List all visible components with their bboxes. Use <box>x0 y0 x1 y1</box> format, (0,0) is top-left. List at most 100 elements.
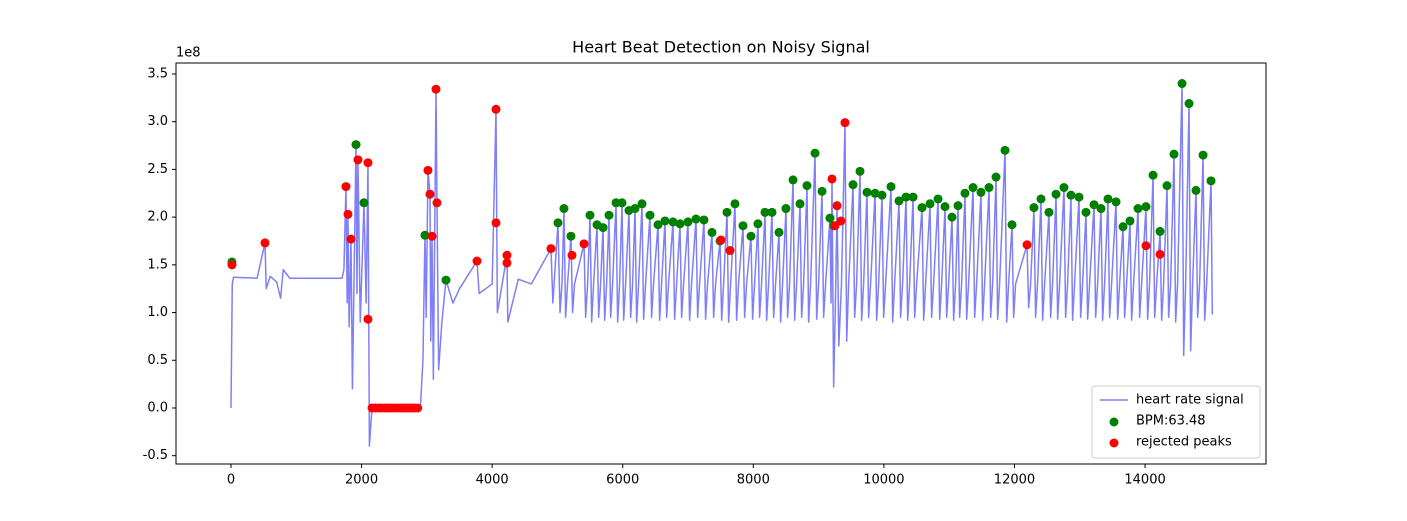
peak-point <box>832 201 842 211</box>
peak-point <box>960 188 970 198</box>
peak-point <box>1103 194 1113 204</box>
peak-point <box>940 202 950 212</box>
peak-point <box>346 234 356 244</box>
peak-point <box>1141 202 1151 212</box>
peak-point <box>645 210 655 220</box>
y-tick-label: -0.5 <box>143 448 168 463</box>
peak-point <box>423 165 433 175</box>
peak-point <box>894 196 904 206</box>
peak-point <box>441 275 451 285</box>
x-tick-label: 4000 <box>476 473 509 488</box>
peak-point <box>901 192 911 202</box>
peak-point <box>1133 204 1143 214</box>
chart-title: Heart Beat Detection on Noisy Signal <box>572 38 870 57</box>
peak-point <box>746 231 756 241</box>
peak-point <box>1029 203 1039 213</box>
peak-point <box>427 231 437 241</box>
peak-point <box>925 199 935 209</box>
peak-point <box>546 244 556 254</box>
peak-point <box>617 198 627 208</box>
y-tick-label: 0.0 <box>147 400 168 415</box>
peak-point <box>991 172 1001 182</box>
peak-point <box>877 190 887 200</box>
peak-point <box>491 218 501 228</box>
peak-point <box>425 189 435 199</box>
peak-point <box>598 223 608 233</box>
legend-marker <box>1109 417 1119 427</box>
peak-point <box>579 239 589 249</box>
axes-frame <box>175 62 1267 465</box>
peak-point <box>363 158 373 168</box>
y-tick-label: 2.5 <box>147 162 168 177</box>
peak-point <box>585 210 595 220</box>
peak-point <box>1081 207 1091 217</box>
peak-point <box>760 207 770 217</box>
peak-point <box>413 403 423 413</box>
peak-point <box>1007 220 1017 230</box>
peak-point <box>774 227 784 237</box>
peak-point <box>817 186 827 196</box>
peak-point <box>976 187 986 197</box>
peak-point <box>840 118 850 128</box>
x-tick-label: 6000 <box>606 473 639 488</box>
peak-point <box>1074 192 1084 202</box>
peak-point <box>227 260 237 270</box>
peak-point <box>1059 183 1069 193</box>
peak-point <box>604 210 614 220</box>
plot-area <box>227 79 1216 447</box>
peak-point <box>953 201 963 211</box>
peak-point <box>795 199 805 209</box>
y-tick-label: 3.5 <box>147 66 168 81</box>
peak-point <box>491 104 501 114</box>
peak-point <box>675 219 685 229</box>
peak-point <box>559 204 569 214</box>
peak-point <box>341 182 351 192</box>
peak-point <box>1096 204 1106 214</box>
peak-point <box>1191 185 1201 195</box>
peak-point <box>947 212 957 222</box>
peak-point <box>1184 99 1194 109</box>
peak-point <box>502 250 512 260</box>
legend-label: heart rate signal <box>1136 393 1244 408</box>
peak-point <box>1198 150 1208 160</box>
legend-box <box>1091 385 1261 459</box>
peak-point <box>917 203 927 213</box>
peak-point <box>830 221 840 231</box>
peak-point <box>1155 249 1165 259</box>
peak-point <box>1022 240 1032 250</box>
peak-point <box>886 182 896 192</box>
peak-point <box>699 215 709 225</box>
peak-point <box>1066 190 1076 200</box>
x-tick-label: 8000 <box>737 473 770 488</box>
peak-point <box>351 140 361 150</box>
peak-point <box>668 217 678 227</box>
peak-point <box>788 175 798 185</box>
peak-point <box>431 84 441 94</box>
peak-point <box>653 220 663 230</box>
legend-label: rejected peaks <box>1136 435 1232 450</box>
peak-point <box>827 174 837 184</box>
peak-point <box>1089 200 1099 210</box>
peak-point <box>984 183 994 193</box>
peak-point <box>767 207 777 217</box>
peak-point <box>363 314 373 324</box>
peak-point <box>432 198 442 208</box>
x-tick-label: 0 <box>227 473 235 488</box>
y-tick-label: 1.0 <box>147 305 168 320</box>
peak-point <box>1162 181 1172 191</box>
peak-point <box>359 198 369 208</box>
peak-point <box>1148 170 1158 180</box>
peak-point <box>1141 241 1151 251</box>
legend-marker <box>1109 438 1119 448</box>
peak-point <box>1125 216 1135 226</box>
signal-line <box>230 82 1214 447</box>
peak-point <box>472 256 482 266</box>
peak-point <box>1000 145 1010 155</box>
peak-point <box>566 231 576 241</box>
peak-point <box>825 213 835 223</box>
peak-point <box>933 194 943 204</box>
x-tick-label: 10000 <box>863 473 904 488</box>
y-tick-label: 0.5 <box>147 353 168 368</box>
peak-point <box>725 246 735 256</box>
